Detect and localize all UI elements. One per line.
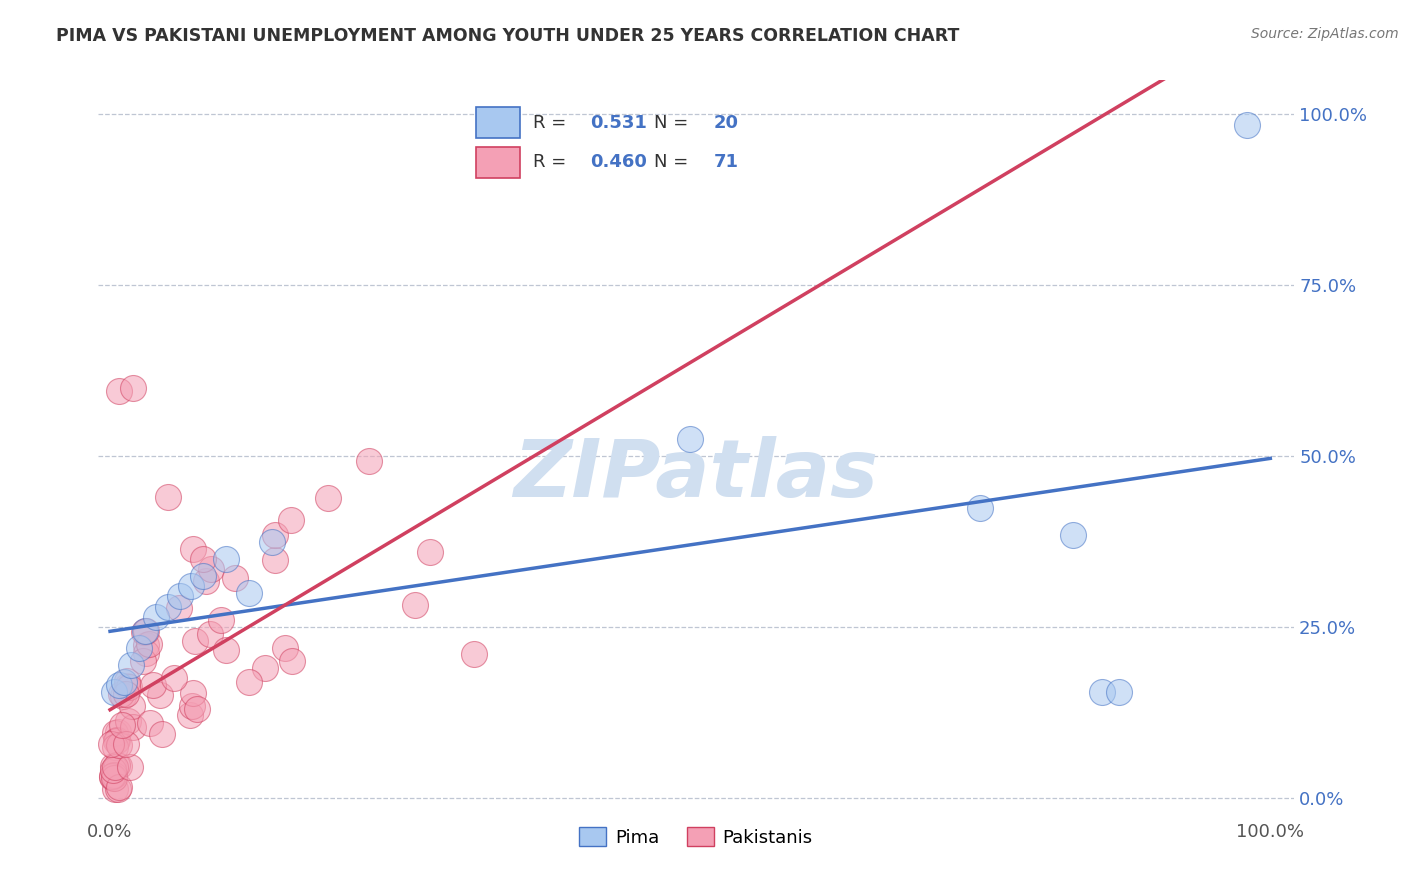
Point — [157, 599, 180, 614]
Point — [1108, 685, 1130, 699]
Point — [142, 678, 165, 692]
Point — [969, 500, 991, 515]
Point — [1091, 685, 1114, 699]
Point — [167, 601, 190, 615]
Point — [111, 718, 134, 732]
Point — [104, 782, 127, 797]
Point — [200, 562, 222, 576]
Point — [169, 590, 191, 604]
Point — [274, 641, 297, 656]
Point — [215, 642, 238, 657]
Point — [108, 384, 131, 399]
Point — [104, 733, 127, 747]
Point — [103, 771, 125, 785]
Point — [100, 770, 122, 784]
Point — [357, 454, 380, 468]
Point — [105, 757, 128, 772]
Point — [135, 638, 157, 652]
Point — [128, 640, 150, 655]
Point — [100, 737, 122, 751]
Point — [134, 624, 156, 638]
Point — [107, 725, 129, 739]
Point — [105, 733, 128, 747]
Point — [181, 699, 204, 714]
Point — [316, 491, 339, 505]
Point — [114, 737, 136, 751]
Point — [122, 381, 145, 395]
Point — [115, 688, 138, 702]
Point — [404, 598, 426, 612]
Point — [134, 624, 156, 638]
Point — [1062, 528, 1084, 542]
Point — [191, 551, 214, 566]
Point — [135, 646, 157, 660]
Point — [238, 674, 260, 689]
Point — [280, 513, 302, 527]
Point — [195, 574, 218, 588]
Point — [263, 553, 285, 567]
Point — [263, 528, 285, 542]
Point — [149, 688, 172, 702]
Point — [139, 716, 162, 731]
Point — [110, 687, 132, 701]
Point — [145, 610, 167, 624]
Point — [180, 579, 202, 593]
Point — [191, 569, 214, 583]
Point — [224, 571, 246, 585]
Text: Source: ZipAtlas.com: Source: ZipAtlas.com — [1251, 27, 1399, 41]
Point — [104, 760, 127, 774]
Point — [108, 678, 131, 692]
Point — [107, 781, 129, 796]
Point — [152, 727, 174, 741]
Point — [112, 674, 135, 689]
Legend: Pima, Pakistanis: Pima, Pakistanis — [572, 820, 820, 854]
Point — [132, 654, 155, 668]
Point — [104, 726, 127, 740]
Point — [419, 545, 441, 559]
Point — [1236, 118, 1258, 132]
Point — [103, 759, 125, 773]
Point — [115, 673, 138, 688]
Point — [107, 738, 129, 752]
Point — [103, 767, 125, 781]
Point — [107, 780, 129, 794]
Point — [100, 769, 122, 783]
Point — [679, 432, 702, 446]
Point — [181, 686, 204, 700]
Text: PIMA VS PAKISTANI UNEMPLOYMENT AMONG YOUTH UNDER 25 YEARS CORRELATION CHART: PIMA VS PAKISTANI UNEMPLOYMENT AMONG YOU… — [56, 27, 960, 45]
Point — [134, 625, 156, 640]
Point — [117, 714, 139, 728]
Point — [186, 702, 208, 716]
Point — [104, 740, 127, 755]
Point — [157, 490, 180, 504]
Point — [181, 541, 204, 556]
Point — [120, 657, 142, 672]
Point — [138, 637, 160, 651]
Point — [115, 679, 138, 693]
Point — [101, 763, 124, 777]
Point — [238, 586, 260, 600]
Point — [183, 634, 205, 648]
Point — [121, 720, 143, 734]
Point — [198, 626, 221, 640]
Point — [103, 685, 125, 699]
Point — [209, 613, 232, 627]
Point — [215, 551, 238, 566]
Text: ZIPatlas: ZIPatlas — [513, 436, 879, 515]
Point — [108, 758, 131, 772]
Point — [179, 707, 201, 722]
Point — [253, 661, 276, 675]
Point — [163, 672, 186, 686]
Point — [262, 534, 284, 549]
Point — [117, 680, 139, 694]
Point — [463, 648, 485, 662]
Point — [281, 654, 304, 668]
Point — [111, 690, 134, 704]
Point — [121, 699, 143, 714]
Point — [118, 760, 141, 774]
